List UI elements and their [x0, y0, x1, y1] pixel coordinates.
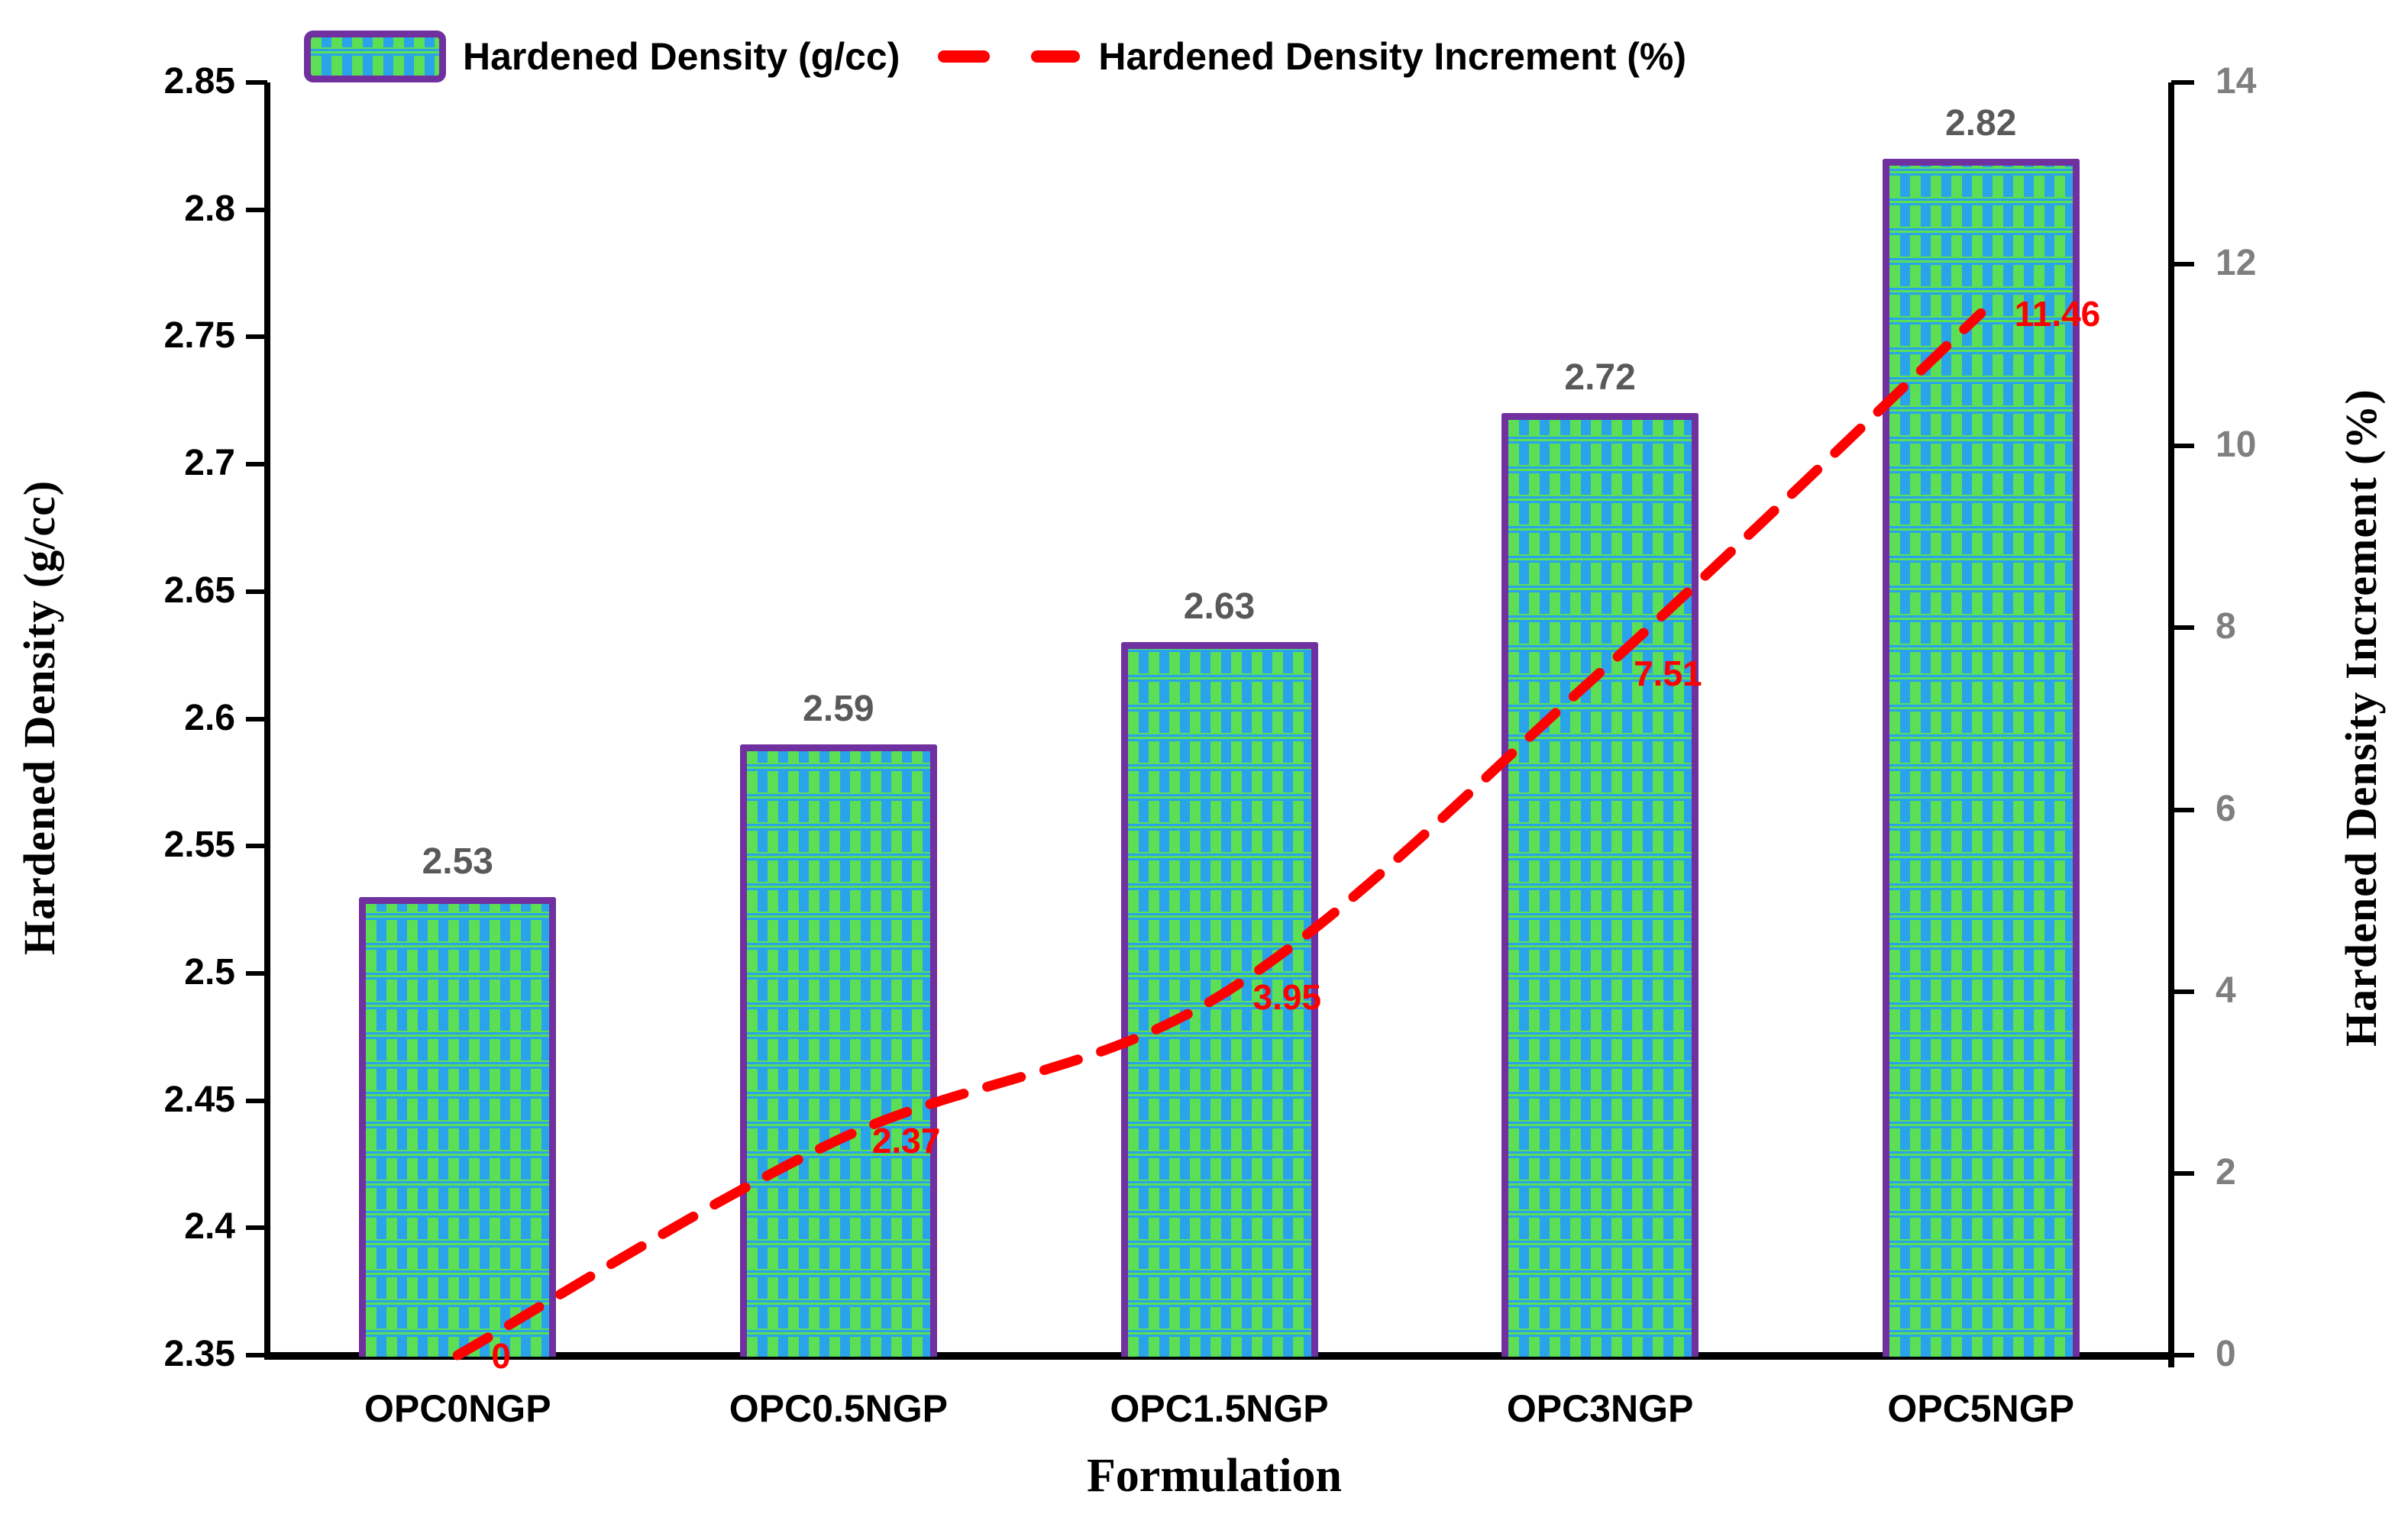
x-category-label: OPC3NGP: [1506, 1387, 1694, 1430]
left-axis-title: Hardened Density (g/cc): [15, 479, 64, 956]
x-category-label: OPC0.5NGP: [729, 1387, 948, 1430]
legend-bar-label: Hardened Density (g/cc): [463, 35, 900, 78]
right-axis-tick-label: 12: [2216, 243, 2257, 284]
left-axis-tick-label: 2.4: [184, 1206, 235, 1248]
right-axis-tick: [2171, 989, 2194, 994]
right-axis-tick-label: 0: [2216, 1334, 2236, 1374]
right-axis-tick: [2171, 807, 2194, 812]
bar-value-label: 2.72: [1564, 357, 1636, 399]
legend-dash-icon: [938, 50, 1081, 63]
left-axis-tick-label: 2.85: [163, 61, 235, 102]
left-axis-tick: [246, 716, 267, 721]
bar-value-label: 2.59: [803, 688, 874, 729]
bar-value-label: 2.53: [422, 841, 493, 882]
x-category-label: OPC0NGP: [364, 1387, 551, 1430]
right-axis-tick-label: 8: [2216, 606, 2236, 647]
left-axis-tick-label: 2.75: [163, 315, 235, 357]
right-axis-tick: [2171, 1353, 2194, 1357]
line-value-label: 11.46: [2014, 294, 2101, 334]
right-axis-tick: [2171, 625, 2194, 631]
right-axis-tick: [2171, 262, 2194, 267]
right-axis-tick-label: 14: [2216, 61, 2257, 102]
density-bar: [1882, 159, 2080, 1357]
density-bar: [359, 896, 557, 1357]
left-axis-tick: [246, 462, 267, 467]
right-axis-tick: [2171, 1170, 2194, 1176]
left-axis-tick-label: 2.35: [163, 1334, 235, 1374]
left-axis-tick-label: 2.5: [184, 951, 235, 993]
right-axis-tick-label: 10: [2216, 424, 2257, 466]
right-axis-title: Hardened Density Increment (%): [2336, 389, 2386, 1047]
left-axis-tick-label: 2.7: [184, 443, 235, 484]
right-axis-tick: [2171, 444, 2194, 449]
line-value-label: 0: [491, 1336, 511, 1376]
right-axis-line: [2168, 82, 2174, 1367]
left-axis-tick-label: 2.8: [184, 188, 235, 229]
left-axis-tick-label: 2.65: [163, 570, 235, 611]
left-axis-tick-label: 2.6: [184, 697, 235, 738]
density-bar: [739, 744, 937, 1357]
left-axis-tick: [246, 1098, 267, 1103]
line-value-label: 3.95: [1252, 976, 1322, 1017]
left-axis-tick: [246, 1353, 267, 1357]
left-axis-tick: [246, 80, 267, 85]
line-value-label: 2.37: [871, 1120, 941, 1160]
left-axis-tick: [246, 589, 267, 594]
x-axis-title: Formulation: [1086, 1450, 1343, 1502]
left-axis-tick: [246, 970, 267, 976]
x-category-label: OPC1.5NGP: [1110, 1387, 1329, 1430]
line-value-label: 7.51: [1634, 653, 1702, 693]
left-axis-line: [264, 82, 270, 1358]
legend-line-label: Hardened Density Increment (%): [1098, 35, 1687, 78]
left-axis-tick-label: 2.55: [163, 825, 235, 866]
left-axis-tick: [246, 207, 267, 212]
bar-value-label: 2.82: [1944, 103, 2017, 144]
left-axis-tick: [246, 1225, 267, 1231]
legend-bar-swatch: [304, 31, 446, 82]
right-axis-tick-label: 4: [2216, 970, 2236, 1011]
right-axis-tick: [2171, 80, 2194, 85]
legend: Hardened Density (g/cc) Hardened Density…: [304, 31, 1686, 82]
density-bar: [1501, 413, 1699, 1357]
bar-value-label: 2.63: [1183, 586, 1256, 628]
right-axis-tick-label: 6: [2216, 788, 2236, 829]
left-axis-tick: [246, 334, 267, 340]
left-axis-tick: [246, 844, 267, 849]
x-category-label: OPC5NGP: [1887, 1387, 2074, 1430]
left-axis-tick-label: 2.45: [163, 1079, 235, 1120]
right-axis-tick-label: 2: [2216, 1151, 2236, 1193]
